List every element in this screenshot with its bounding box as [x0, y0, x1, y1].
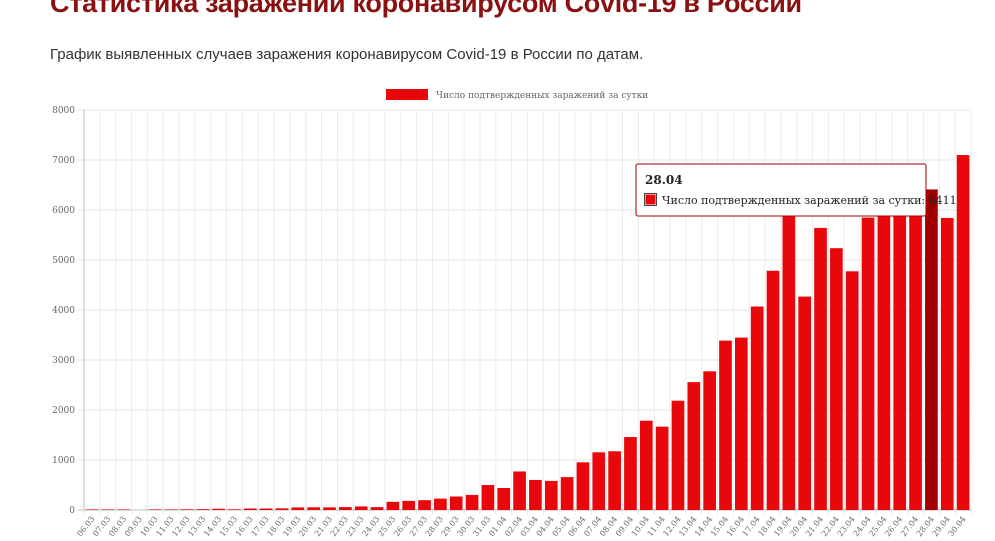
- y-tick-label: 2000: [52, 406, 75, 416]
- bar-23.03[interactable]: [354, 506, 368, 510]
- page-subtitle: График выявленных случаев заражения коро…: [50, 46, 644, 63]
- bar-12.03[interactable]: [180, 509, 194, 510]
- y-tick-label: 4000: [52, 306, 75, 316]
- bar-18.04[interactable]: [766, 270, 780, 510]
- bar-11.04[interactable]: [655, 426, 669, 510]
- bar-11.03[interactable]: [164, 509, 178, 510]
- bar-06.04[interactable]: [576, 462, 590, 510]
- bar-30.04[interactable]: [956, 155, 970, 511]
- bar-07.04[interactable]: [592, 452, 606, 510]
- tooltip-box: [635, 163, 927, 217]
- page-title: Статистика заражений коронавирусом Covid…: [50, 0, 802, 18]
- y-tick-label: 6000: [52, 206, 75, 216]
- bar-22.03[interactable]: [339, 507, 352, 510]
- bar-25.04[interactable]: [877, 211, 891, 510]
- bar-29.04[interactable]: [940, 217, 954, 510]
- bar-17.04[interactable]: [750, 306, 764, 511]
- bar-20.03[interactable]: [307, 507, 321, 510]
- x-tick-label: 30.04: [946, 515, 967, 539]
- tooltip-label: Число подтвержденных заражений за сутки:…: [662, 194, 957, 207]
- bar-16.04[interactable]: [734, 337, 748, 510]
- bar-10.03[interactable]: [148, 509, 162, 510]
- bar-28.03[interactable]: [434, 498, 447, 510]
- bar-24.04[interactable]: [861, 217, 875, 511]
- bar-13.04[interactable]: [687, 382, 701, 510]
- bar-15.03[interactable]: [228, 509, 241, 510]
- bar-09.04[interactable]: [624, 437, 637, 510]
- bar-22.04[interactable]: [830, 248, 843, 510]
- bar-30.03[interactable]: [465, 494, 479, 510]
- bar-19.03[interactable]: [291, 507, 305, 510]
- tooltip-swatch: [644, 193, 657, 206]
- y-tick-label: 7000: [52, 156, 75, 166]
- bar-19.04[interactable]: [782, 207, 796, 510]
- bar-29.03[interactable]: [449, 496, 463, 511]
- bar-21.03[interactable]: [323, 507, 336, 510]
- bar-21.04[interactable]: [814, 227, 827, 510]
- bar-08.03[interactable]: [117, 509, 130, 510]
- bar-02.04[interactable]: [513, 471, 526, 510]
- bar-23.04[interactable]: [845, 271, 859, 510]
- bar-13.03[interactable]: [196, 509, 210, 510]
- y-tick-label: 1000: [52, 456, 75, 466]
- bar-17.03[interactable]: [259, 508, 273, 511]
- bar-27.04[interactable]: [909, 191, 922, 510]
- bar-04.04[interactable]: [544, 480, 558, 510]
- legend-swatch[interactable]: [386, 89, 428, 100]
- bar-10.04[interactable]: [639, 420, 653, 510]
- bar-07.03[interactable]: [101, 509, 115, 510]
- bar-06.03[interactable]: [85, 509, 99, 510]
- bar-26.03[interactable]: [402, 500, 416, 510]
- bar-03.04[interactable]: [529, 479, 542, 510]
- bar-24.03[interactable]: [370, 507, 384, 510]
- bar-31.03[interactable]: [481, 485, 495, 510]
- bar-25.03[interactable]: [386, 501, 400, 510]
- y-tick-label: 0: [69, 506, 75, 516]
- legend-label: Число подтвержденных заражений за сутки: [436, 91, 648, 101]
- y-tick-label: 5000: [52, 256, 75, 266]
- bar-14.04[interactable]: [703, 371, 716, 510]
- y-tick-label: 8000: [52, 106, 75, 116]
- bar-08.04[interactable]: [608, 451, 621, 510]
- bar-15.04[interactable]: [719, 340, 732, 510]
- bar-28.04[interactable]: [925, 189, 938, 510]
- bar-20.04[interactable]: [798, 296, 812, 510]
- bar-14.03[interactable]: [212, 508, 225, 510]
- bar-01.04[interactable]: [497, 488, 511, 510]
- tooltip-title: 28.04: [645, 173, 683, 187]
- y-tick-label: 3000: [52, 356, 75, 366]
- bar-05.04[interactable]: [560, 477, 574, 510]
- bar-26.04[interactable]: [893, 200, 907, 510]
- bar-16.03[interactable]: [243, 508, 257, 511]
- bar-18.03[interactable]: [275, 508, 289, 510]
- bar-27.03[interactable]: [418, 500, 431, 510]
- tooltip-swatch-border: [644, 193, 657, 206]
- bar-12.04[interactable]: [671, 400, 685, 510]
